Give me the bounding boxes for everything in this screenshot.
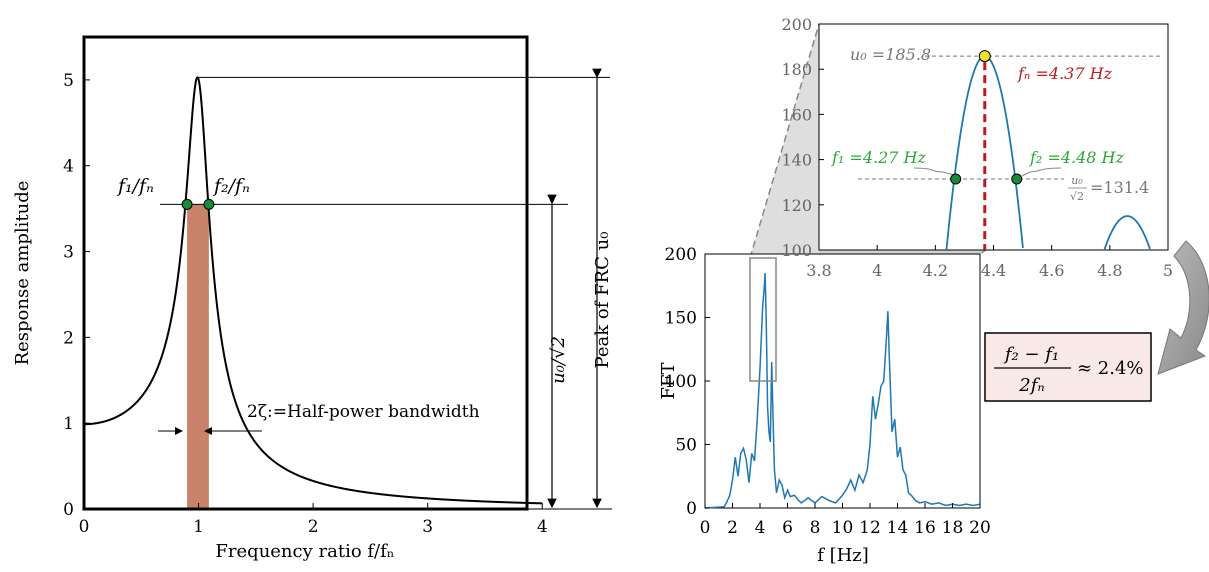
frc-ytick-label: 5 <box>63 71 74 91</box>
f2-ratio-label: f₂/fₙ <box>212 175 250 197</box>
frc-frame <box>82 35 529 511</box>
zoom-ytick-label: 160 <box>781 105 812 124</box>
fft-ylabel: FFT <box>658 363 679 400</box>
formula-numerator: f₂ − f₁ <box>1003 344 1059 365</box>
zoom-xtick-label: 3.8 <box>806 261 831 280</box>
frc-ytick-label: 2 <box>63 328 74 348</box>
f2-label: f₂ =4.48 Hz <box>1029 148 1124 167</box>
fft-ytick-label: 100 <box>665 372 697 392</box>
f1-ratio-label: f₁/fₙ <box>116 175 154 197</box>
curved-arrow <box>1157 240 1209 375</box>
formula-result: ≈ 2.4% <box>1077 358 1144 379</box>
zoom-ytick-label: 200 <box>781 15 812 34</box>
frc-chart: 0 1 2 3 4 0 1 2 3 4 5 f₁/fₙ f₂/fₙ 2ζ:=Half-power b… <box>12 35 613 562</box>
zoom-peak-marker <box>978 50 991 63</box>
zoom-second-peak <box>1103 215 1151 250</box>
frc-ytick-label: 1 <box>63 414 74 434</box>
half-power-label: u₀/√2 <box>548 336 569 384</box>
f1-leader <box>913 167 959 177</box>
fft-xtick-label: 2 <box>727 518 738 538</box>
zoom-f1-marker <box>950 173 962 185</box>
zoom-chart: 3.8 4 4.2 4.4 4.6 4.8 5 100 120 140 160 180 200 u₀ =… <box>781 15 1173 280</box>
fft-xlabel: f [Hz] <box>817 545 869 566</box>
fft-xtick-label: 14 <box>887 518 909 538</box>
frc-xlabel: Frequency ratio f/fₙ <box>215 541 394 562</box>
fft-xtick-label: 16 <box>914 518 936 538</box>
fft-xtick-label: 20 <box>969 518 991 538</box>
frc-xtick-label: 4 <box>537 517 548 537</box>
frc-curve <box>83 75 543 505</box>
formula-background <box>984 332 1152 402</box>
frc-axis-ticks: 0 1 2 3 4 0 1 2 3 4 5 <box>63 71 548 537</box>
fft-xtick-label: 12 <box>859 518 881 538</box>
fft-xtick-label: 10 <box>832 518 854 538</box>
fft-curve <box>704 273 981 509</box>
frc-ytick-label: 0 <box>63 500 74 520</box>
u0-label: u₀ =185.8 <box>850 45 931 64</box>
fft-ytick-label: 0 <box>686 499 697 519</box>
zoom-xtick-label: 4.2 <box>923 261 948 280</box>
zoom-axis-ticks: 3.8 4 4.2 4.4 4.6 4.8 5 100 120 140 160 180 200 <box>781 15 1173 280</box>
zoom-ytick-label: 180 <box>781 60 812 79</box>
zoom-ytick-label: 120 <box>781 196 812 215</box>
fft-xtick-label: 8 <box>810 518 821 538</box>
half-label-den: √2 <box>1070 190 1084 203</box>
formula-denominator: 2fₙ <box>1018 375 1044 396</box>
fft-ytick-label: 200 <box>665 245 697 265</box>
half-label-bg <box>1064 172 1164 210</box>
zoom-ytick-label: 100 <box>781 241 812 260</box>
fft-frame <box>704 253 981 509</box>
peak-label: Peak of FRC u₀ <box>592 232 613 369</box>
fft-ytick-label: 150 <box>665 309 697 329</box>
f1-marker <box>181 198 193 210</box>
f2-leader <box>1021 167 1062 177</box>
frc-xtick-label: 2 <box>308 517 319 537</box>
f2-marker <box>203 198 215 210</box>
zoom-xtick-label: 4.4 <box>981 261 1006 280</box>
fft-ytick-label: 50 <box>675 436 697 456</box>
f1-label: f₁ =4.27 Hz <box>831 148 926 167</box>
frc-band <box>187 204 209 509</box>
formula-box: f₂ − f₁ 2fₙ ≈ 2.4% <box>984 332 1152 402</box>
bandwidth-label: 2ζ:=Half-power bandwidth <box>247 402 480 422</box>
zoom-xtick-label: 4 <box>872 261 882 280</box>
zoom-xtick-label: 4.8 <box>1097 261 1122 280</box>
frc-ytick-label: 4 <box>63 157 74 177</box>
fft-zoom-box <box>749 257 777 382</box>
zoom-f2-marker <box>1011 173 1023 185</box>
fft-xtick-label: 6 <box>782 518 793 538</box>
frc-ytick-label: 3 <box>63 243 74 263</box>
u0-label-bg <box>847 42 925 64</box>
fn-label: fₙ =4.37 Hz <box>1017 64 1113 83</box>
zoom-ytick-label: 140 <box>781 151 812 170</box>
fft-xtick-label: 0 <box>700 518 711 538</box>
frc-xtick-label: 3 <box>422 517 433 537</box>
frc-xtick-label: 1 <box>193 517 204 537</box>
half-label-value: =131.4 <box>1090 178 1149 197</box>
zoom-xtick-label: 5 <box>1163 261 1173 280</box>
zoom-connector-top <box>749 23 820 259</box>
frc-ylabel: Response amplitude <box>12 181 33 366</box>
half-label-num: u₀ <box>1071 174 1083 187</box>
frc-xtick-label: 0 <box>79 517 90 537</box>
fft-xtick-label: 18 <box>942 518 964 538</box>
fft-xtick-label: 4 <box>755 518 766 538</box>
zoom-xtick-label: 4.6 <box>1039 261 1064 280</box>
